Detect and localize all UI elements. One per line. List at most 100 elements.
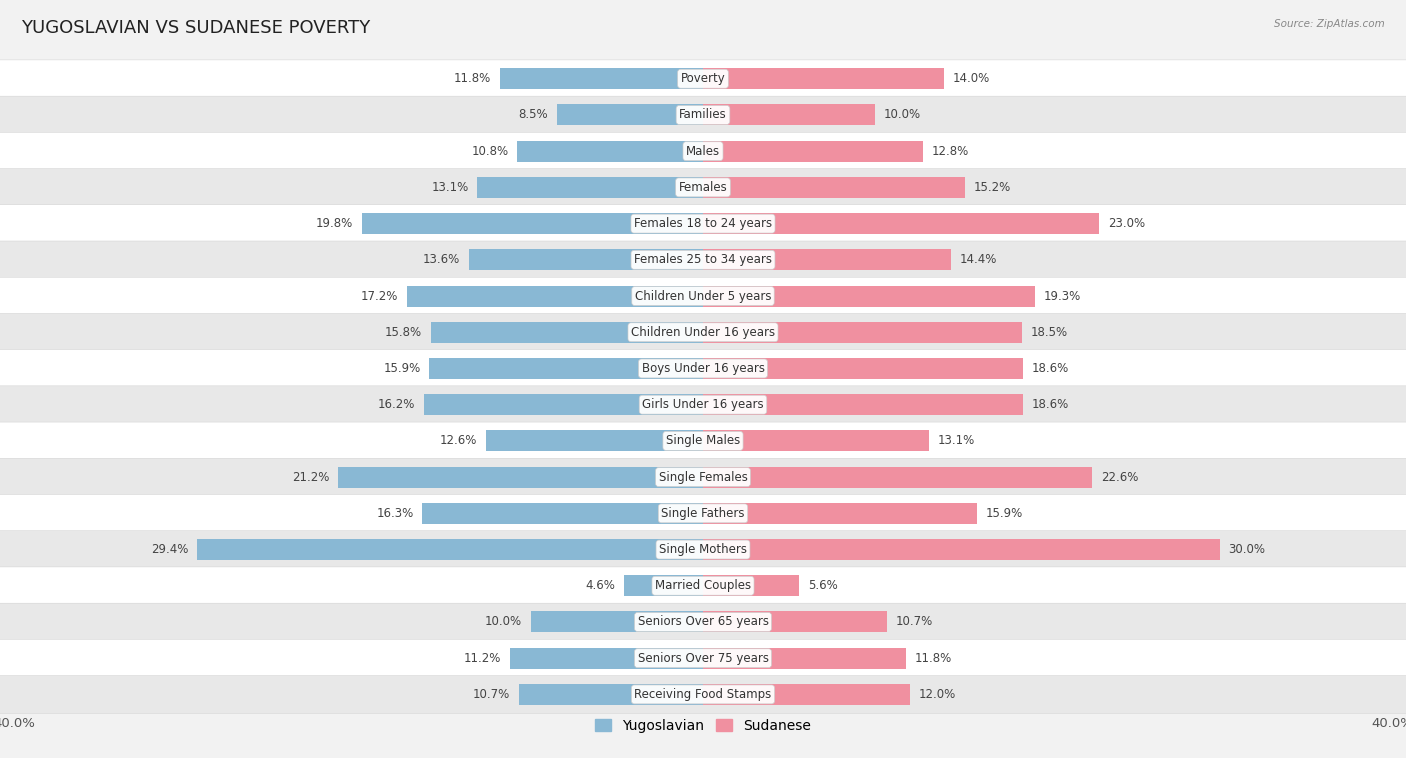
Text: 4.6%: 4.6% <box>585 579 616 592</box>
Text: Single Mothers: Single Mothers <box>659 543 747 556</box>
FancyBboxPatch shape <box>0 349 1406 387</box>
Text: Poverty: Poverty <box>681 72 725 85</box>
Bar <box>703 467 1092 487</box>
Bar <box>430 321 703 343</box>
Bar <box>703 394 1024 415</box>
FancyBboxPatch shape <box>0 277 1406 315</box>
FancyBboxPatch shape <box>0 241 1406 279</box>
Bar <box>703 503 977 524</box>
Text: 13.1%: 13.1% <box>938 434 974 447</box>
Text: 13.6%: 13.6% <box>423 253 460 266</box>
Text: 18.6%: 18.6% <box>1032 362 1069 375</box>
Bar <box>703 177 965 198</box>
Text: 16.2%: 16.2% <box>378 398 415 411</box>
Text: 12.8%: 12.8% <box>932 145 969 158</box>
Text: 15.8%: 15.8% <box>385 326 422 339</box>
Bar <box>478 177 703 198</box>
Bar <box>703 647 907 669</box>
Text: 23.0%: 23.0% <box>1108 217 1144 230</box>
Bar <box>703 321 1022 343</box>
Text: 8.5%: 8.5% <box>519 108 548 121</box>
FancyBboxPatch shape <box>0 313 1406 351</box>
Text: Males: Males <box>686 145 720 158</box>
Bar <box>519 684 703 705</box>
Text: Married Couples: Married Couples <box>655 579 751 592</box>
Text: Single Males: Single Males <box>666 434 740 447</box>
FancyBboxPatch shape <box>0 531 1406 568</box>
Bar <box>703 68 945 89</box>
Text: 11.2%: 11.2% <box>464 652 502 665</box>
Bar <box>703 431 928 452</box>
Text: 21.2%: 21.2% <box>292 471 329 484</box>
Text: 22.6%: 22.6% <box>1101 471 1139 484</box>
Text: Single Fathers: Single Fathers <box>661 507 745 520</box>
Text: 17.2%: 17.2% <box>361 290 398 302</box>
Text: Seniors Over 65 years: Seniors Over 65 years <box>637 615 769 628</box>
FancyBboxPatch shape <box>0 96 1406 134</box>
Text: 10.0%: 10.0% <box>884 108 921 121</box>
FancyBboxPatch shape <box>0 675 1406 713</box>
FancyBboxPatch shape <box>0 603 1406 641</box>
Bar <box>197 539 703 560</box>
Text: Receiving Food Stamps: Receiving Food Stamps <box>634 688 772 701</box>
Bar <box>703 286 1035 306</box>
Text: Families: Families <box>679 108 727 121</box>
Bar <box>406 286 703 306</box>
Bar <box>703 141 924 161</box>
Text: 15.2%: 15.2% <box>973 181 1011 194</box>
Text: 5.6%: 5.6% <box>808 579 838 592</box>
FancyBboxPatch shape <box>0 386 1406 424</box>
Text: Females: Females <box>679 181 727 194</box>
Bar <box>517 141 703 161</box>
Text: Source: ZipAtlas.com: Source: ZipAtlas.com <box>1274 19 1385 29</box>
Text: 16.3%: 16.3% <box>377 507 413 520</box>
Bar <box>703 358 1024 379</box>
Text: 19.8%: 19.8% <box>316 217 353 230</box>
Text: Boys Under 16 years: Boys Under 16 years <box>641 362 765 375</box>
FancyBboxPatch shape <box>0 639 1406 677</box>
FancyBboxPatch shape <box>0 205 1406 243</box>
Bar <box>468 249 703 271</box>
Text: 13.1%: 13.1% <box>432 181 468 194</box>
Bar <box>425 394 703 415</box>
Bar <box>531 612 703 632</box>
Bar <box>703 612 887 632</box>
Text: 10.0%: 10.0% <box>485 615 522 628</box>
Text: 19.3%: 19.3% <box>1045 290 1081 302</box>
Text: 11.8%: 11.8% <box>454 72 491 85</box>
FancyBboxPatch shape <box>0 60 1406 98</box>
Bar <box>703 249 950 271</box>
Bar <box>361 213 703 234</box>
Bar <box>422 503 703 524</box>
Bar <box>703 213 1099 234</box>
FancyBboxPatch shape <box>0 567 1406 605</box>
Text: 10.7%: 10.7% <box>472 688 510 701</box>
Bar <box>557 105 703 126</box>
FancyBboxPatch shape <box>0 494 1406 532</box>
Bar <box>703 575 800 597</box>
Bar <box>499 68 703 89</box>
Text: Seniors Over 75 years: Seniors Over 75 years <box>637 652 769 665</box>
FancyBboxPatch shape <box>0 422 1406 460</box>
Bar <box>703 539 1219 560</box>
Text: Children Under 5 years: Children Under 5 years <box>634 290 772 302</box>
Text: 12.6%: 12.6% <box>440 434 478 447</box>
Bar <box>486 431 703 452</box>
Text: 14.4%: 14.4% <box>960 253 997 266</box>
Bar <box>703 684 910 705</box>
Text: YUGOSLAVIAN VS SUDANESE POVERTY: YUGOSLAVIAN VS SUDANESE POVERTY <box>21 19 370 37</box>
Bar <box>624 575 703 597</box>
Text: 18.5%: 18.5% <box>1031 326 1067 339</box>
Text: 15.9%: 15.9% <box>986 507 1022 520</box>
Text: 15.9%: 15.9% <box>384 362 420 375</box>
Text: Girls Under 16 years: Girls Under 16 years <box>643 398 763 411</box>
Text: 12.0%: 12.0% <box>918 688 956 701</box>
Text: 11.8%: 11.8% <box>915 652 952 665</box>
Text: Females 25 to 34 years: Females 25 to 34 years <box>634 253 772 266</box>
Text: 30.0%: 30.0% <box>1229 543 1265 556</box>
Text: 18.6%: 18.6% <box>1032 398 1069 411</box>
Bar <box>429 358 703 379</box>
Bar <box>703 105 875 126</box>
Text: Children Under 16 years: Children Under 16 years <box>631 326 775 339</box>
FancyBboxPatch shape <box>0 459 1406 496</box>
